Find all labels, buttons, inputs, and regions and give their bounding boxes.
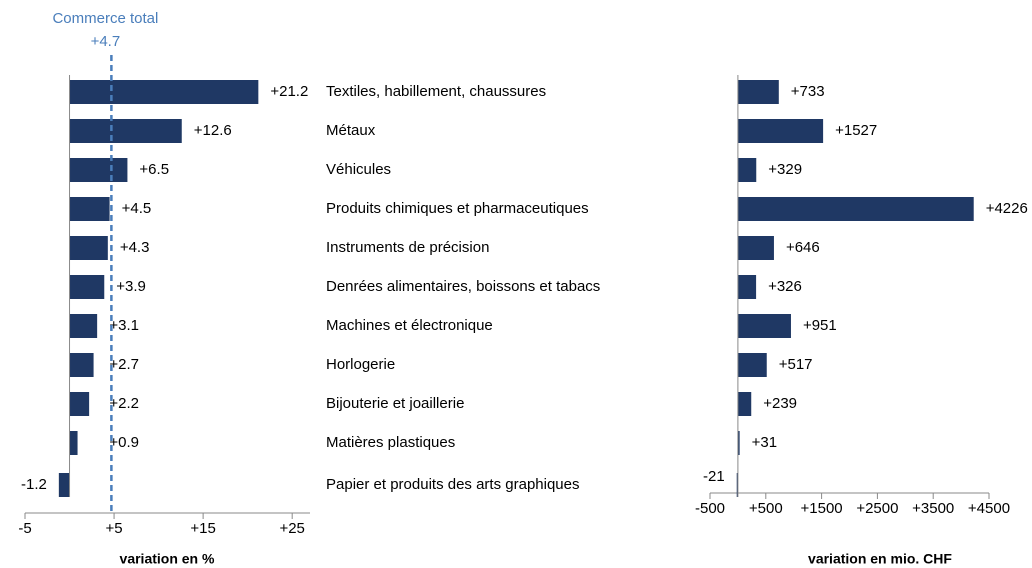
bar: [69, 314, 98, 338]
value-label: +21.2: [270, 83, 308, 100]
value-label: +31: [752, 434, 777, 451]
value-label: +12.6: [194, 122, 232, 139]
bar: [69, 158, 128, 182]
value-label: +4.3: [120, 239, 150, 256]
x-tick-label: -500: [695, 500, 725, 517]
bar: [737, 275, 757, 299]
value-label: +329: [768, 161, 802, 178]
category-label: Véhicules: [326, 161, 391, 178]
category-label: Machines et électronique: [326, 317, 493, 334]
bar: [737, 314, 791, 338]
value-label: +1527: [835, 122, 877, 139]
x-tick-label: +5: [106, 520, 123, 537]
bar: [69, 275, 105, 299]
value-label: +733: [791, 83, 825, 100]
bar: [69, 431, 78, 455]
category-label: Métaux: [326, 122, 376, 139]
value-label: +6.5: [139, 161, 169, 178]
value-label: -21: [703, 468, 725, 485]
reference-value: +4.7: [91, 33, 121, 50]
x-tick-label: +500: [749, 500, 783, 517]
x-tick-label: +4500: [968, 500, 1010, 517]
bar: [69, 236, 108, 260]
category-label: Textiles, habillement, chaussures: [326, 83, 546, 100]
value-label: +3.1: [109, 317, 139, 334]
bar: [737, 431, 740, 455]
bar: [69, 119, 182, 143]
x-axis-label: variation en mio. CHF: [808, 551, 952, 567]
x-tick-label: +3500: [912, 500, 954, 517]
value-label: +239: [763, 395, 797, 412]
value-label: -1.2: [21, 476, 47, 493]
reference-label: Commerce total: [52, 10, 158, 27]
bar: [58, 473, 70, 497]
value-label: +0.9: [109, 434, 139, 451]
value-label: +517: [779, 356, 813, 373]
value-label: +2.7: [109, 356, 139, 373]
bar: [69, 197, 110, 221]
bar: [737, 119, 824, 143]
x-tick-label: -5: [18, 520, 31, 537]
value-label: +326: [768, 278, 802, 295]
value-label: +4226: [986, 200, 1028, 217]
value-label: +951: [803, 317, 837, 334]
bar: [737, 236, 774, 260]
bar: [736, 473, 738, 497]
bar: [69, 353, 94, 377]
category-label: Papier et produits des arts graphiques: [326, 476, 579, 493]
bar: [737, 353, 767, 377]
x-axis-label: variation en %: [120, 551, 215, 567]
x-tick-label: +25: [279, 520, 304, 537]
bar: [69, 80, 259, 104]
category-label: Horlogerie: [326, 356, 395, 373]
value-label: +2.2: [109, 395, 139, 412]
category-label: Denrées alimentaires, boissons et tabacs: [326, 278, 600, 295]
value-label: +3.9: [116, 278, 146, 295]
x-tick-label: +1500: [801, 500, 843, 517]
bar: [737, 392, 752, 416]
bar: [737, 158, 757, 182]
category-label: Produits chimiques et pharmaceutiques: [326, 200, 589, 217]
bar: [69, 392, 90, 416]
category-label: Instruments de précision: [326, 239, 489, 256]
bar: [737, 80, 779, 104]
category-label: Bijouterie et joaillerie: [326, 395, 464, 412]
bar: [737, 197, 974, 221]
value-label: +4.5: [122, 200, 152, 217]
x-tick-label: +2500: [856, 500, 898, 517]
value-label: +646: [786, 239, 820, 256]
x-tick-label: +15: [190, 520, 215, 537]
category-label: Matières plastiques: [326, 434, 455, 451]
